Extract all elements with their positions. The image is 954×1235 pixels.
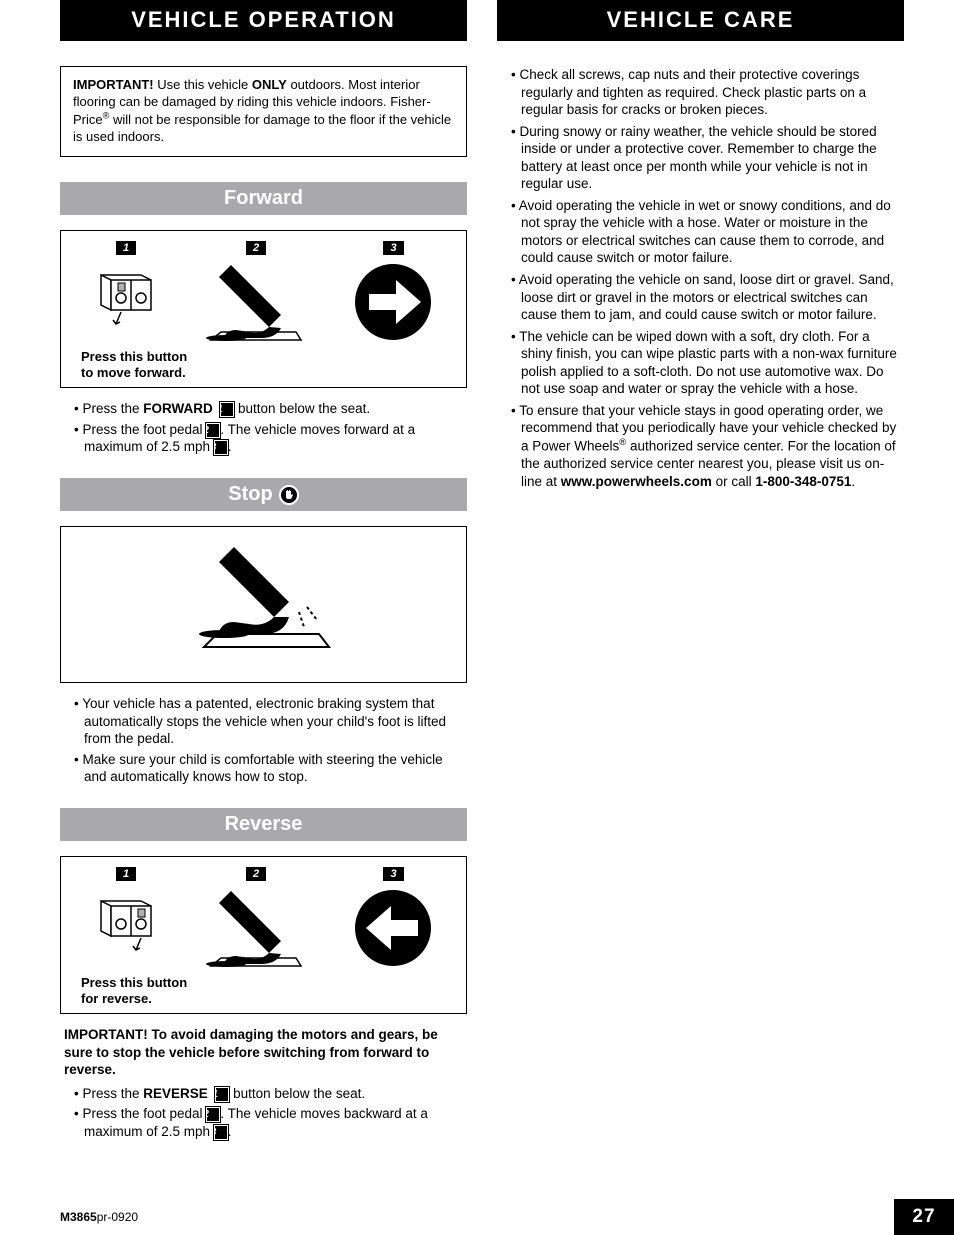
care-item-1: During snowy or rainy weather, the vehic… [511,123,904,193]
care-item-0: Check all screws, cap nuts and their pro… [511,66,904,119]
right-column: VEHICLE CARE Check all screws, cap nuts … [497,0,904,1144]
arrow-left-icon [351,886,436,971]
foot-pedal-icon [201,260,311,345]
care-item-3: Avoid operating the vehicle on sand, loo… [511,271,904,324]
care-list: Check all screws, cap nuts and their pro… [497,66,904,490]
reverse-warning: IMPORTANT! To avoid damaging the motors … [60,1026,467,1079]
stop-bullets: Your vehicle has a patented, electronic … [60,695,467,786]
forward-bullet-1: Press the FORWARD 1 button below the sea… [74,400,467,418]
stop-title: Stop [60,478,467,511]
forward-badge-2: 2 [246,241,266,255]
header-operation: VEHICLE OPERATION [60,0,467,41]
forward-badge-3: 3 [383,241,403,255]
care-item-5: To ensure that your vehicle stays in goo… [511,402,904,490]
stop-bullet-1: Your vehicle has a patented, electronic … [74,695,467,748]
reverse-bullets: Press the REVERSE 1 button below the sea… [60,1085,467,1141]
foot-lift-icon [189,542,339,662]
button-box-icon-rev [91,886,161,956]
forward-caption: Press this button to move forward. [71,349,456,382]
reverse-caption: Press this button for reverse. [71,975,456,1008]
hand-stop-icon [279,485,299,505]
reverse-bullet-1: Press the REVERSE 1 button below the sea… [74,1085,467,1103]
page-number: 27 [894,1199,954,1235]
important-only: ONLY [252,77,287,92]
reverse-diagram: 1 2 [60,856,467,1015]
left-column: VEHICLE OPERATION IMPORTANT! Use this ve… [60,0,467,1144]
reverse-title: Reverse [60,808,467,841]
important-tail: will not be responsible for damage to th… [73,112,451,144]
care-item-2: Avoid operating the vehicle in wet or sn… [511,197,904,267]
header-care: VEHICLE CARE [497,0,904,41]
forward-bullets: Press the FORWARD 1 button below the sea… [60,400,467,456]
important-box: IMPORTANT! Use this vehicle ONLY outdoor… [60,66,467,157]
reverse-badge-2: 2 [246,867,266,881]
forward-bullet-2: Press the foot pedal 2. The vehicle move… [74,421,467,456]
forward-badge-1: 1 [116,241,136,255]
button-box-icon [91,260,161,330]
important-pre: Use this vehicle [157,77,252,92]
footer: M3865pr-0920 27 [0,1199,954,1235]
important-lead: IMPORTANT! [73,77,157,92]
footer-model: M3865pr-0920 [0,1210,894,1224]
stop-diagram [60,526,467,683]
reverse-badge-3: 3 [383,867,403,881]
foot-pedal-icon-rev [201,886,311,971]
stop-bullet-2: Make sure your child is comfortable with… [74,751,467,786]
forward-title: Forward [60,182,467,215]
forward-diagram: 1 2 [60,230,467,389]
care-item-4: The vehicle can be wiped down with a sof… [511,328,904,398]
reverse-badge-1: 1 [116,867,136,881]
reverse-bullet-2: Press the foot pedal 2. The vehicle move… [74,1105,467,1140]
arrow-right-icon [351,260,436,345]
